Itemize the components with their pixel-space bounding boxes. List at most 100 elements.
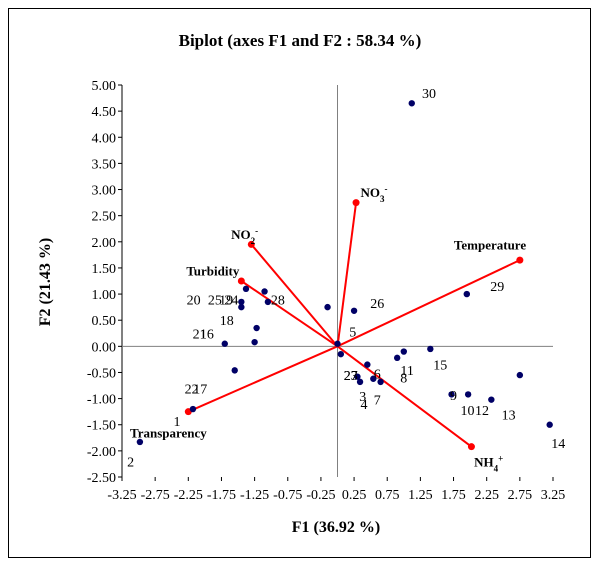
x-tick-label: -3.25 [107,488,136,503]
observation-point [488,396,495,403]
x-tick-label: -2.75 [141,488,170,503]
observation-label: 2 [127,455,134,470]
x-tick-label: -0.25 [306,488,335,503]
observation-point [253,324,260,332]
y-tick-label: -1.50 [87,419,116,434]
observation-point [238,298,245,306]
observation-point [231,367,238,374]
observation-point [463,290,470,298]
variable-point [467,443,475,451]
x-tick-label: 1.75 [441,488,466,503]
observation-label: 24 [224,293,238,308]
observation-point [242,285,250,293]
y-tick-label: 4.00 [92,131,117,146]
observation-point [400,348,408,355]
x-tick-label: -0.75 [273,488,302,503]
observation-point [334,340,341,347]
y-tick-label: -2.50 [87,471,116,486]
observation-point [136,438,144,446]
observation-point [261,288,268,295]
observation-label: 10 [460,404,474,419]
observation-label: 25 [208,293,222,308]
variable-label: Turbidity [186,264,239,279]
observation-label: 19 [219,293,233,308]
variable-point [237,277,245,285]
observation-point [189,405,197,413]
observation-point [324,303,331,311]
observation-label: 13 [502,408,516,423]
observation-label: 11 [400,364,413,379]
y-tick-label: 5.00 [92,79,117,94]
y-tick-label: 1.50 [92,262,117,277]
observation-label: 1 [174,415,181,430]
observation-label: 3 [359,390,366,405]
variable-vector [336,202,358,347]
variable-vector [187,345,338,413]
observation-point [448,391,455,398]
observation-label: 17 [193,383,207,398]
observation-label: 22 [185,383,199,398]
x-tick-label: 0.25 [342,488,367,503]
observation-point [221,340,228,347]
observation-label: 8 [400,372,407,387]
observation-point [251,338,258,346]
observation-label: 29 [490,280,504,295]
variable-point [247,240,255,248]
y-tick-label: 0.00 [92,340,117,355]
observation-label: 21 [193,327,207,342]
observation-label: 23 [344,369,358,384]
observation-point [354,373,361,380]
observation-point [546,421,553,428]
observation-point [427,345,434,353]
observation-point [337,350,345,358]
y-tick-label: 2.50 [92,210,117,225]
observation-label: 16 [200,327,214,342]
variable-label: NO2- [231,226,258,246]
variable-point [352,199,360,207]
observation-label: 9 [450,389,457,404]
observation-label: 28 [271,293,285,308]
variable-label: NH4+ [474,453,503,473]
observation-point [408,100,415,107]
variable-vector [336,345,473,448]
y-tick-label: 4.50 [92,105,117,120]
observation-label: 4 [361,398,368,413]
variable-point [516,256,524,264]
y-tick-label: 0.50 [92,314,117,329]
observation-label: 27 [344,369,358,384]
y-tick-label: 2.00 [92,236,117,251]
variable-vector [250,243,339,347]
observation-label: 30 [422,87,436,102]
observation-point [370,375,377,382]
observation-label: 15 [433,359,447,374]
plot-area: 5.00 4.50 4.00 3.50 3.00 2.50 2.00 1.50 1.00 0.50… [87,79,565,503]
observation-point [516,371,524,379]
y-tick-label: -0.50 [87,366,116,381]
observation-point [264,298,272,306]
chart-frame [8,8,591,558]
y-tick-label: -2.00 [87,445,116,460]
y-tick-label: 3.00 [92,184,117,199]
variable-label: Transparency [130,426,207,441]
observation-point [356,378,364,386]
observation-label: 6 [374,368,381,383]
x-tick-label: 2.75 [508,488,533,503]
x-tick-label: 3.25 [541,488,566,503]
variable-vector [337,259,521,348]
variable-label: NO3- [360,184,387,204]
y-axis-label: F2 (21.43 %) [37,238,54,326]
chart-title: Biplot (axes F1 and F2 : 58.34 %) [179,31,422,50]
observation-label: 5 [349,326,356,341]
x-tick-label: -1.75 [207,488,236,503]
observation-label: 20 [187,293,201,308]
x-axis-label: F1 (36.92 %) [292,519,380,536]
variable-vector [240,280,339,348]
observation-point [350,307,358,314]
variable-label: Temperature [454,237,526,252]
x-tick-label: 2.25 [474,488,499,503]
observation-point [238,303,245,311]
x-tick-label: -1.25 [240,488,269,503]
observation-point [393,354,401,362]
observation-point [377,378,384,386]
